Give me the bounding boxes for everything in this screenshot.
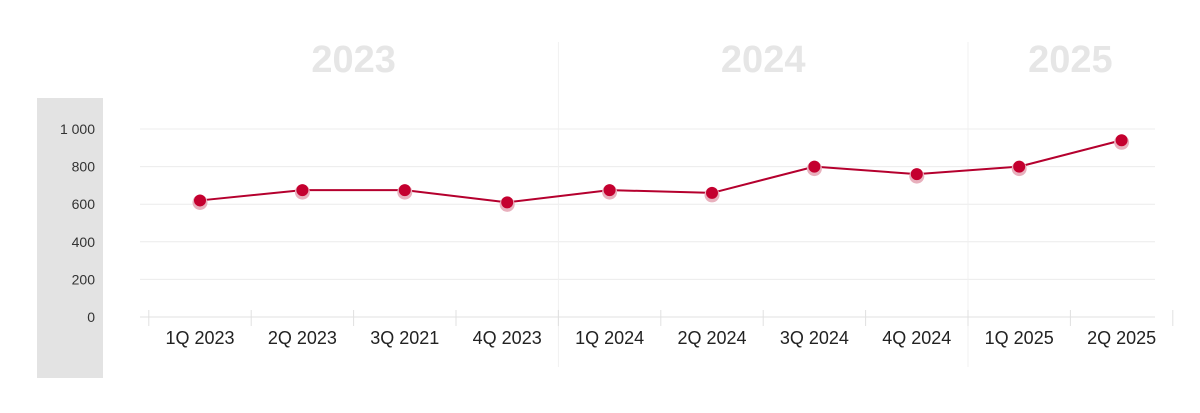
x-tick-label: 2Q 2024	[677, 328, 746, 348]
data-point[interactable]	[1013, 160, 1026, 173]
data-point[interactable]	[808, 160, 821, 173]
data-point[interactable]	[501, 196, 514, 209]
x-tick-label: 4Q 2024	[882, 328, 951, 348]
y-tick-label: 0	[87, 309, 95, 325]
y-tick-label: 200	[72, 271, 96, 287]
year-label: 2023	[311, 39, 396, 81]
year-label: 2025	[1028, 39, 1113, 81]
data-point[interactable]	[398, 184, 411, 197]
data-point[interactable]	[603, 184, 616, 197]
y-tick-label: 600	[72, 196, 96, 212]
x-tick-label: 2Q 2023	[268, 328, 337, 348]
x-tick-label: 4Q 2023	[473, 328, 542, 348]
gridlines	[140, 128, 1155, 280]
x-tick-label: 1Q 2023	[165, 328, 234, 348]
x-tick-label: 3Q 2024	[780, 328, 849, 348]
x-axis: 1Q 2023 2Q 2023 3Q 2021 4Q 2023 1Q 2024 2Q 20…	[140, 310, 1174, 348]
data-point[interactable]	[194, 194, 206, 207]
year-label: 2024	[721, 39, 806, 81]
series-markers	[192, 134, 1130, 212]
data-point[interactable]	[1115, 134, 1128, 147]
data-point[interactable]	[296, 184, 309, 197]
y-axis-panel	[37, 98, 103, 378]
data-point[interactable]	[706, 186, 718, 199]
y-tick-label: 400	[72, 234, 96, 250]
y-tick-label: 1 000	[60, 121, 95, 137]
data-point[interactable]	[910, 168, 923, 181]
series-line	[199, 139, 1122, 204]
x-tick-label: 1Q 2025	[985, 328, 1054, 348]
year-labels: 2023 2024 2025	[311, 39, 1112, 81]
y-tick-label: 800	[72, 159, 96, 175]
x-tick-label: 2Q 2025	[1087, 328, 1156, 348]
y-axis-ticks: 0 200 400 600 800 1 000	[60, 121, 95, 325]
x-tick-label: 3Q 2021	[370, 328, 439, 348]
x-tick-label: 1Q 2024	[575, 328, 644, 348]
series-line-path	[199, 139, 1122, 204]
